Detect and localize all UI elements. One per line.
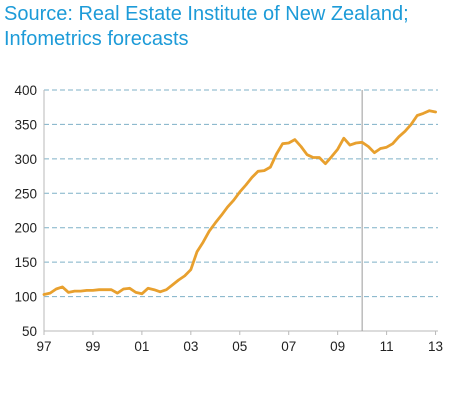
x-tick-label: 97 — [36, 339, 51, 354]
y-tick-label: 250 — [14, 186, 37, 201]
y-tick-label: 100 — [14, 290, 37, 305]
x-tick-label: 03 — [183, 339, 198, 354]
y-tick-labels: 400 350 300 250 200 150 100 50 — [14, 83, 37, 339]
x-tick-labels: 97 99 01 03 05 07 09 11 13 — [36, 339, 443, 354]
x-tick-label: 11 — [380, 339, 394, 354]
axes — [43, 90, 438, 335]
x-tick-label: 07 — [281, 339, 296, 354]
chart-source-note: Source: Real Estate Institute of New Zea… — [4, 3, 409, 50]
y-tick-label: 300 — [14, 152, 37, 167]
y-tick-label: 50 — [22, 324, 37, 339]
y-gridlines — [44, 89, 438, 298]
series-lines — [42, 109, 438, 296]
y-tick-label: 200 — [14, 221, 37, 236]
y-tick-label: 150 — [14, 255, 37, 270]
x-tick-label: 01 — [134, 339, 149, 354]
x-tick-label: 09 — [330, 339, 345, 354]
x-tick-label: 05 — [232, 339, 247, 354]
series-line-0 — [42, 109, 438, 296]
x-tick-label: 13 — [428, 339, 443, 354]
y-tick-label: 400 — [14, 83, 37, 98]
x-tick-label: 99 — [85, 339, 100, 354]
y-tick-label: 350 — [14, 117, 37, 132]
